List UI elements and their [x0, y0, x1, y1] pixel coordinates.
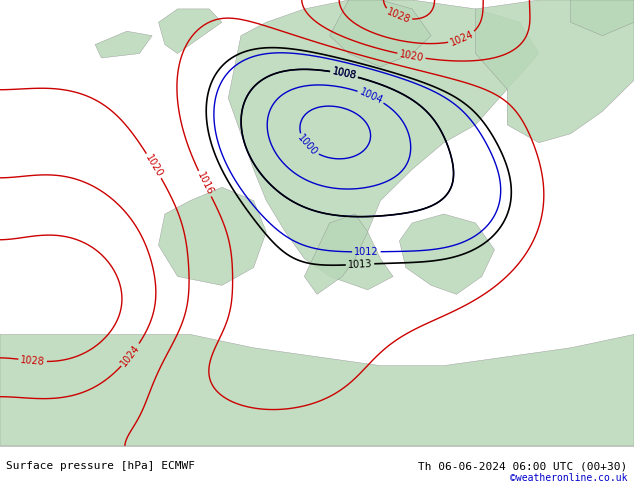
Polygon shape	[95, 31, 152, 58]
Polygon shape	[476, 0, 634, 143]
Polygon shape	[0, 334, 634, 446]
Polygon shape	[304, 214, 368, 294]
Text: Surface pressure [hPa] ECMWF: Surface pressure [hPa] ECMWF	[6, 462, 195, 471]
Text: 1004: 1004	[358, 87, 384, 106]
Polygon shape	[158, 187, 266, 285]
Text: 1008: 1008	[331, 67, 357, 81]
Polygon shape	[158, 9, 222, 53]
Text: 1024: 1024	[119, 343, 142, 368]
Text: 1028: 1028	[20, 355, 45, 367]
Text: ©weatheronline.co.uk: ©weatheronline.co.uk	[510, 473, 628, 483]
Text: 1008: 1008	[331, 67, 357, 81]
Text: 1028: 1028	[385, 7, 411, 25]
Text: 1000: 1000	[295, 133, 320, 158]
Text: 1012: 1012	[354, 247, 378, 257]
Text: 1024: 1024	[449, 29, 476, 48]
Text: 1020: 1020	[143, 153, 165, 179]
Polygon shape	[228, 0, 539, 290]
Text: Th 06-06-2024 06:00 UTC (00+30): Th 06-06-2024 06:00 UTC (00+30)	[418, 462, 628, 471]
Text: 1013: 1013	[347, 259, 372, 270]
Text: 1020: 1020	[398, 49, 424, 63]
Text: 1016: 1016	[195, 171, 215, 197]
Polygon shape	[330, 0, 431, 67]
Polygon shape	[399, 214, 495, 294]
Polygon shape	[571, 0, 634, 36]
